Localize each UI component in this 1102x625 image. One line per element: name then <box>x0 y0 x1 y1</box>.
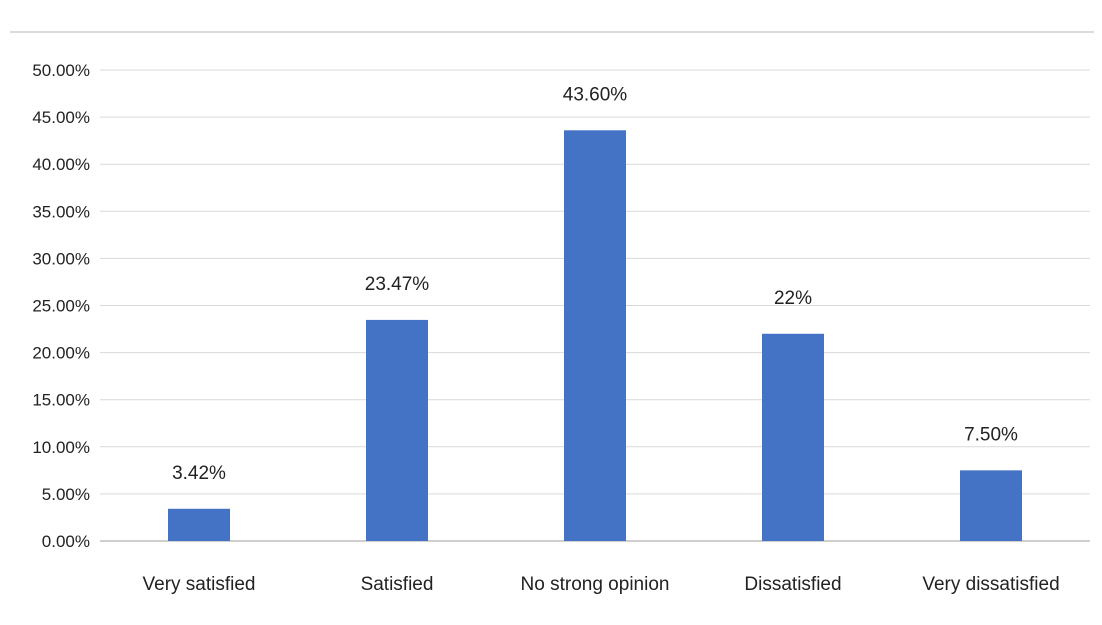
bar <box>960 470 1022 541</box>
bar <box>168 508 230 541</box>
y-tick-label: 10.00% <box>32 438 90 457</box>
y-tick-label: 50.00% <box>32 61 90 80</box>
x-category-label: Very dissatisfied <box>922 574 1059 595</box>
bar <box>564 130 626 541</box>
y-axis-ticks: 0.00% 5.00% 10.00% 15.00% 20.00% 25.00% 30.00%… <box>32 61 90 551</box>
y-tick-label: 45.00% <box>32 108 90 127</box>
y-tick-label: 0.00% <box>42 532 90 551</box>
x-category-label: No strong opinion <box>521 574 670 595</box>
bar <box>762 333 824 541</box>
bar-value-label: 43.60% <box>563 84 628 105</box>
bar-value-label: 7.50% <box>964 424 1018 445</box>
x-category-label: Dissatisfied <box>744 574 841 595</box>
bars <box>168 130 1022 541</box>
bar-value-label: 3.42% <box>172 463 226 484</box>
y-tick-label: 35.00% <box>32 202 90 221</box>
y-tick-label: 15.00% <box>32 391 90 410</box>
x-axis-categories: Very satisfied Satisfied No strong opinion… <box>143 574 1060 595</box>
y-tick-label: 40.00% <box>32 155 90 174</box>
y-tick-label: 30.00% <box>32 249 90 268</box>
y-tick-label: 20.00% <box>32 344 90 363</box>
y-tick-label: 25.00% <box>32 297 90 316</box>
x-category-label: Very satisfied <box>143 574 256 595</box>
bar-value-label: 22% <box>774 288 812 309</box>
y-tick-label: 5.00% <box>42 485 90 504</box>
bar-value-label: 23.47% <box>365 274 430 295</box>
bar <box>366 319 428 541</box>
data-labels: 3.42% 23.47% 43.60% 22% 7.50% <box>172 84 1018 483</box>
x-category-label: Satisfied <box>361 574 434 595</box>
